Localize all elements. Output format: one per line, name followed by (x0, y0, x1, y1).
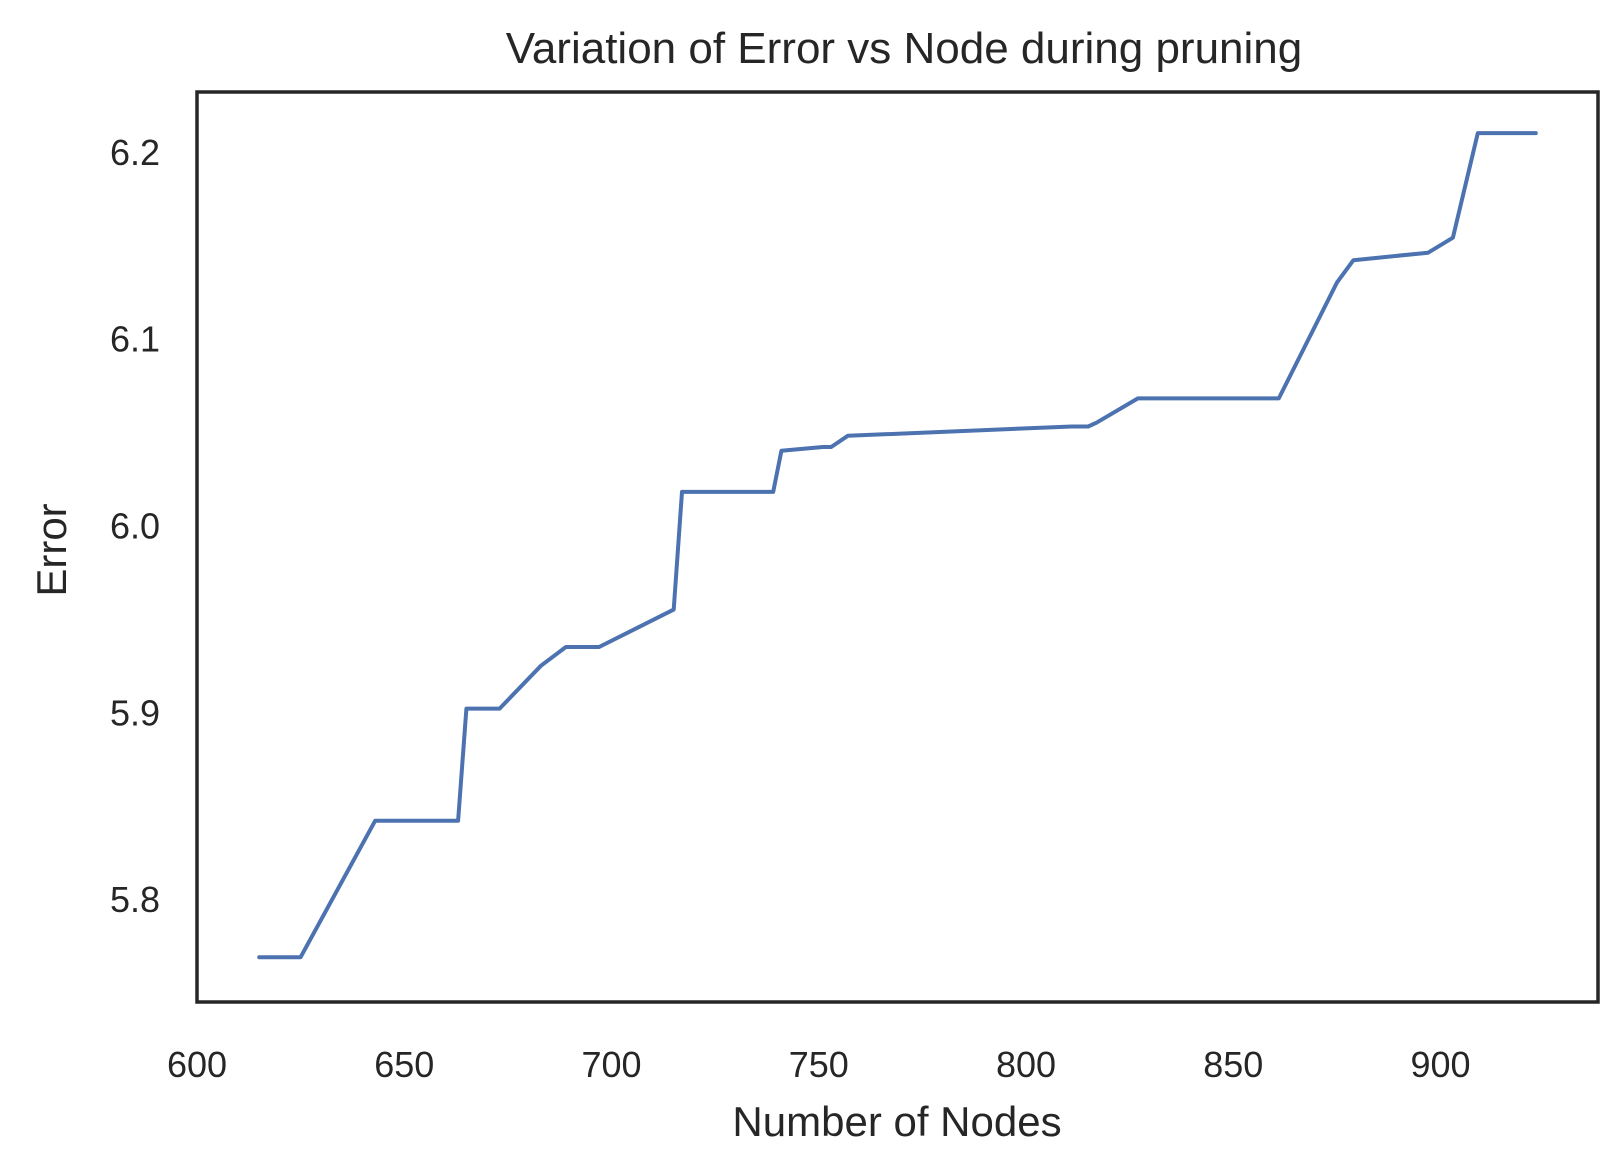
chart-title: Variation of Error vs Node during prunin… (506, 24, 1303, 73)
x-tick-label: 800 (996, 1044, 1056, 1085)
plot-area-frame (195, 90, 1600, 1004)
y-tick-label: 5.9 (110, 692, 160, 733)
y-tick-label: 5.8 (110, 879, 160, 920)
x-axis-label: Number of Nodes (732, 1098, 1061, 1145)
series-layer (257, 131, 1538, 960)
x-tick-label: 750 (789, 1044, 849, 1085)
x-tick-label: 850 (1203, 1044, 1263, 1085)
y-tick-label: 6.2 (110, 132, 160, 173)
x-axis-ticks: 600 650 700 750 800 850 900 (167, 1044, 1471, 1085)
x-tick-label: 700 (581, 1044, 641, 1085)
x-tick-label: 900 (1410, 1044, 1470, 1085)
y-axis-ticks: 5.8 5.9 6.0 6.1 6.2 (110, 132, 160, 920)
y-tick-label: 6.1 (110, 319, 160, 360)
y-tick-label: 6.0 (110, 506, 160, 547)
x-tick-label: 650 (374, 1044, 434, 1085)
y-axis-label: Error (28, 503, 75, 596)
x-tick-label: 600 (167, 1044, 227, 1085)
